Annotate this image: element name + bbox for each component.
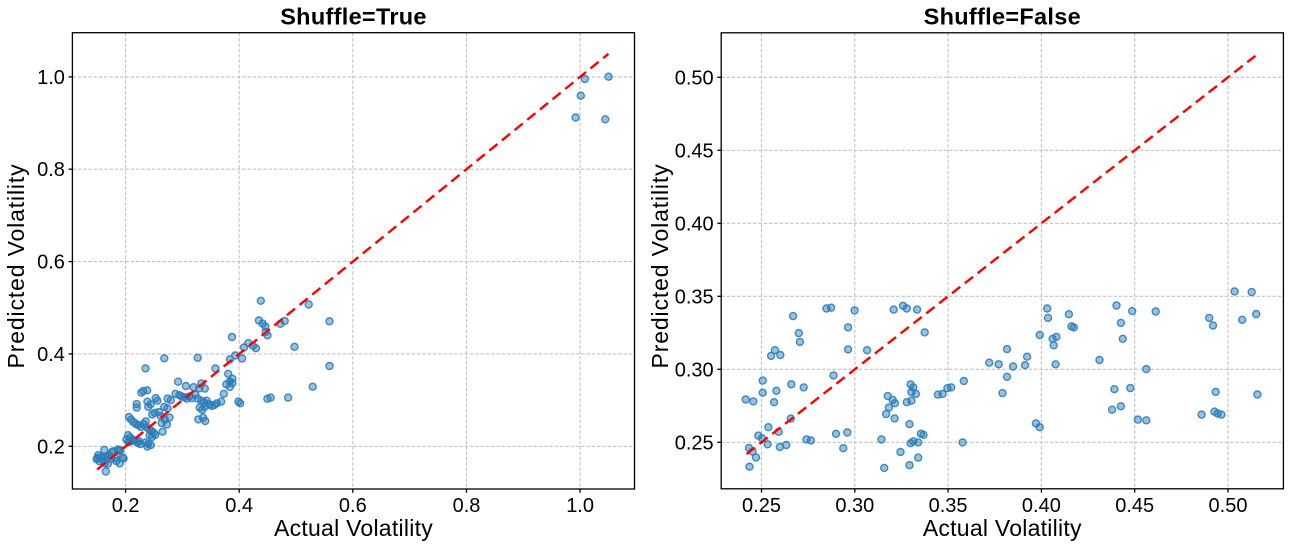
svg-text:0.4: 0.4 [37, 344, 65, 366]
svg-text:0.30: 0.30 [675, 359, 714, 381]
svg-text:0.45: 0.45 [1115, 495, 1154, 517]
svg-text:1.0: 1.0 [566, 495, 594, 517]
svg-text:Shuffle=True: Shuffle=True [280, 4, 427, 30]
svg-text:Actual Volatility: Actual Volatility [274, 515, 433, 541]
svg-text:0.30: 0.30 [835, 495, 874, 517]
svg-text:0.25: 0.25 [742, 495, 781, 517]
svg-text:Shuffle=False: Shuffle=False [924, 4, 1081, 30]
svg-text:0.50: 0.50 [675, 67, 714, 89]
svg-text:0.6: 0.6 [37, 252, 65, 274]
svg-text:0.6: 0.6 [339, 495, 367, 517]
svg-text:0.2: 0.2 [37, 436, 65, 458]
svg-text:0.8: 0.8 [453, 495, 481, 517]
svg-text:0.8: 0.8 [37, 159, 65, 181]
svg-text:0.40: 0.40 [1022, 495, 1061, 517]
svg-text:0.25: 0.25 [675, 432, 714, 454]
svg-text:1.0: 1.0 [37, 67, 65, 89]
svg-text:0.35: 0.35 [929, 495, 968, 517]
svg-text:0.4: 0.4 [225, 495, 253, 517]
svg-text:Predicted Volatility: Predicted Volatility [647, 164, 673, 369]
svg-text:0.35: 0.35 [675, 286, 714, 308]
svg-text:0.50: 0.50 [1209, 495, 1248, 517]
svg-text:Actual Volatility: Actual Volatility [923, 515, 1082, 541]
svg-text:0.45: 0.45 [675, 140, 714, 162]
svg-text:0.2: 0.2 [112, 495, 140, 517]
svg-text:Predicted Volatility: Predicted Volatility [3, 164, 29, 369]
svg-text:0.40: 0.40 [675, 213, 714, 235]
